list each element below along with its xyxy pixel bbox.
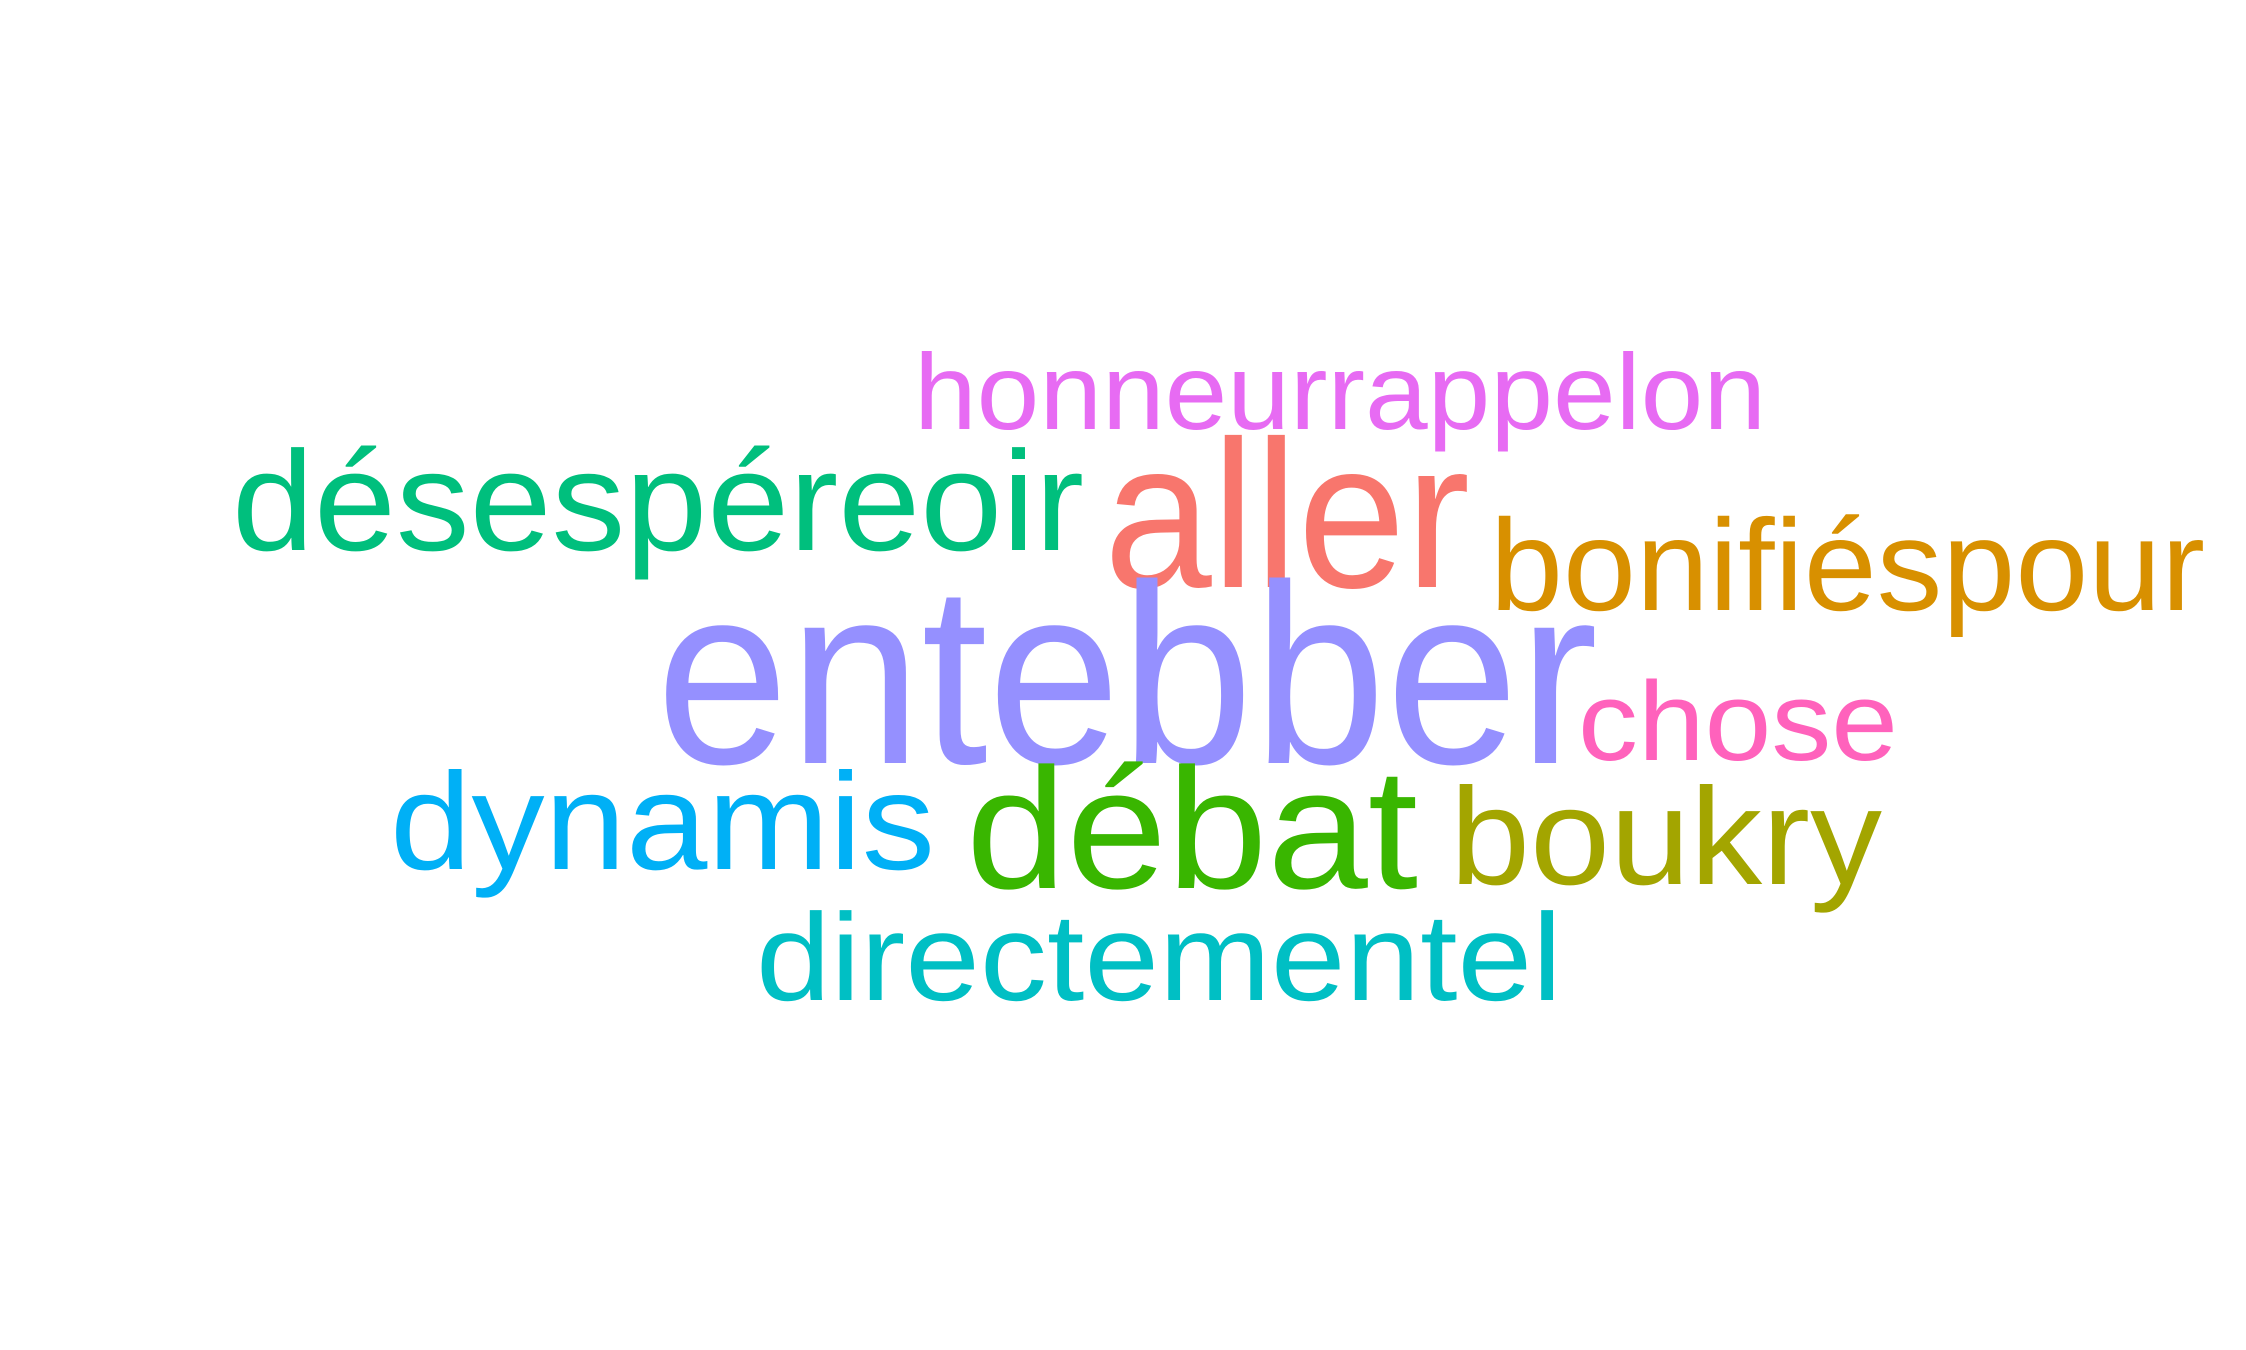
word-chose: chose (1578, 659, 1898, 784)
word-boukry: boukry (1450, 760, 1882, 914)
word-dynamis: dynamis (390, 745, 935, 899)
word-bonifiespour: bonifiéspour (1490, 492, 2205, 638)
word-desesperereoir: désespéreoir (232, 422, 1084, 581)
word-aller: aller (1104, 397, 1470, 632)
word-honneurrappelon: honneurrappelon (914, 331, 1766, 452)
word-debat: débat (966, 733, 1418, 925)
word-directementel: directementel (756, 889, 1562, 1027)
word-entebber: entebber (656, 532, 1598, 818)
